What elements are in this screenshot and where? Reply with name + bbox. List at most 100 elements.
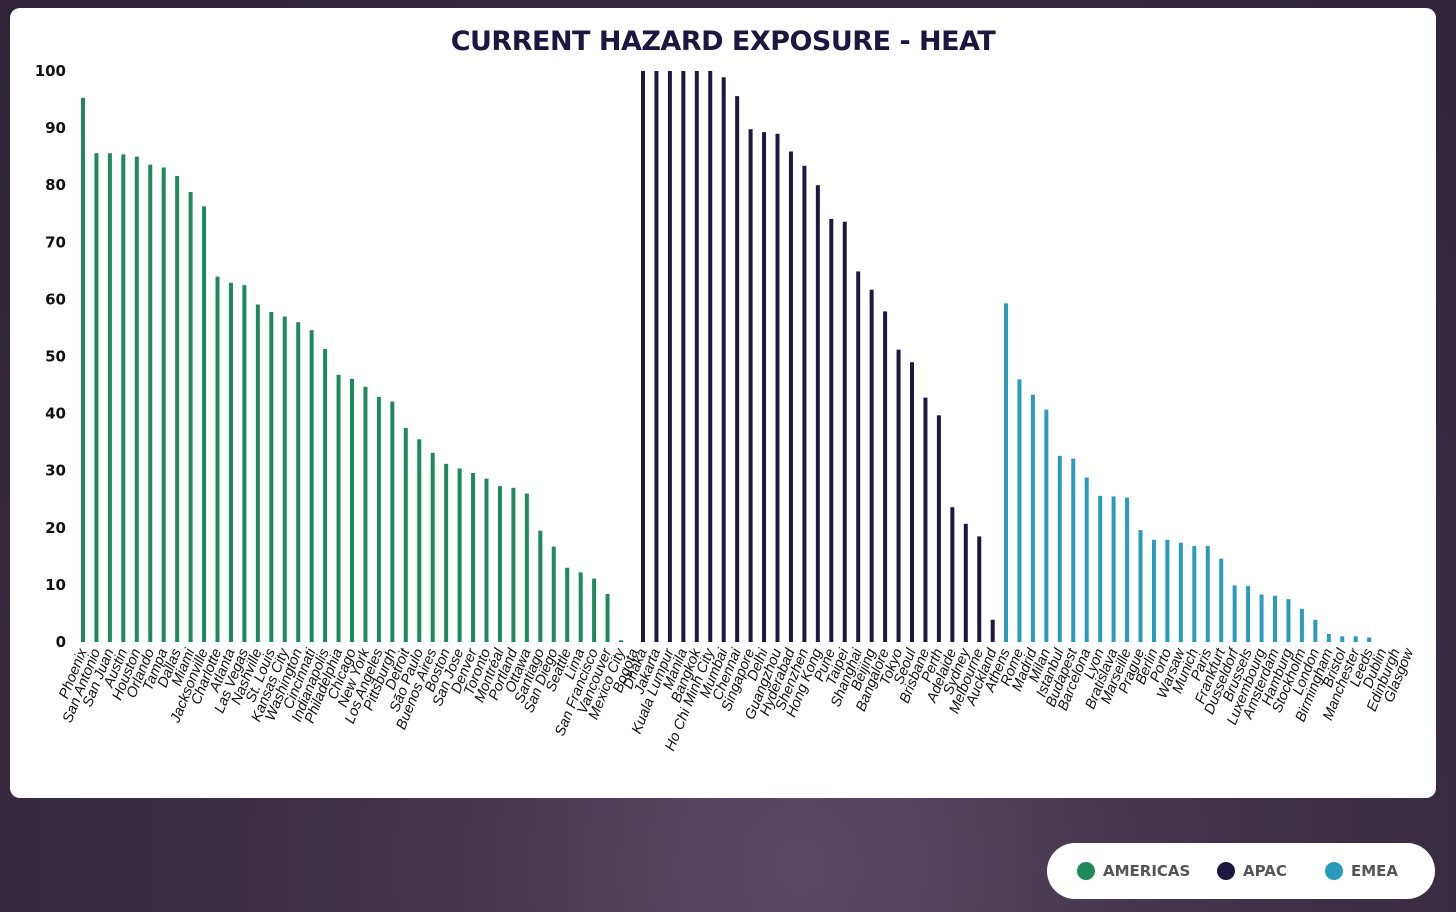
bar xyxy=(748,129,753,642)
bar xyxy=(376,397,381,642)
bar xyxy=(802,165,807,642)
bar xyxy=(296,322,301,642)
y-axis: 0 10 20 30 40 50 60 70 80 90 100 xyxy=(35,62,66,651)
bar xyxy=(883,311,888,642)
bar xyxy=(471,472,476,642)
bar xyxy=(721,77,726,642)
legend-label: AMERICAS xyxy=(1103,862,1191,880)
bar xyxy=(565,567,570,642)
legend-item-emea: EMEA xyxy=(1325,843,1398,899)
bar xyxy=(107,153,112,642)
y-tick-label: 0 xyxy=(56,633,66,651)
bar xyxy=(1084,477,1089,642)
bar xyxy=(842,221,847,642)
legend: AMERICAS APAC EMEA xyxy=(1047,843,1435,899)
y-tick-label: 80 xyxy=(45,176,66,194)
bar xyxy=(457,468,462,642)
legend-item-americas: AMERICAS xyxy=(1077,843,1190,899)
bar xyxy=(1125,497,1130,642)
y-tick-label: 90 xyxy=(45,119,66,137)
y-tick-label: 70 xyxy=(45,233,66,251)
bar xyxy=(255,304,260,642)
bar xyxy=(134,156,139,642)
bar xyxy=(94,153,99,642)
bar xyxy=(363,386,368,642)
bar xyxy=(1017,379,1022,642)
bar xyxy=(775,133,780,642)
bar xyxy=(175,176,180,642)
bar xyxy=(511,487,516,642)
bar xyxy=(735,96,740,642)
bar xyxy=(950,507,955,642)
bar xyxy=(592,578,597,642)
bar xyxy=(1030,394,1035,642)
bar xyxy=(215,276,220,642)
bar xyxy=(977,536,982,642)
bar xyxy=(1353,636,1358,642)
bar xyxy=(269,311,274,642)
bar xyxy=(1111,496,1116,642)
bar xyxy=(444,463,449,642)
bar xyxy=(188,192,193,642)
bar xyxy=(1138,530,1143,642)
bar xyxy=(829,218,834,642)
bar xyxy=(694,71,699,642)
bar xyxy=(1326,634,1331,642)
bar xyxy=(681,71,686,642)
bar xyxy=(1232,585,1237,642)
y-tick-label: 10 xyxy=(45,576,66,594)
bar xyxy=(869,289,874,642)
bar xyxy=(148,164,153,643)
bar xyxy=(1367,637,1372,642)
y-tick-label: 50 xyxy=(45,348,66,366)
bar xyxy=(708,71,713,642)
bar xyxy=(1219,558,1224,642)
bar xyxy=(1205,546,1210,642)
bar xyxy=(1151,539,1156,642)
legend-dot-icon xyxy=(1077,862,1095,880)
bar xyxy=(1313,619,1318,642)
bar xyxy=(1192,546,1197,642)
bar xyxy=(228,282,233,642)
bar xyxy=(605,594,610,642)
bar xyxy=(1098,495,1103,642)
bar xyxy=(1057,455,1062,642)
bar xyxy=(484,478,489,642)
bar xyxy=(1178,542,1183,642)
bar xyxy=(323,349,328,642)
bar xyxy=(390,401,395,642)
y-tick-label: 40 xyxy=(45,405,66,423)
bar xyxy=(417,439,422,642)
bar xyxy=(1044,409,1049,642)
legend-label: APAC xyxy=(1243,862,1287,880)
y-tick-label: 100 xyxy=(35,62,66,80)
legend-dot-icon xyxy=(1217,862,1235,880)
bar xyxy=(524,493,529,642)
bar xyxy=(336,374,341,642)
bar xyxy=(430,452,435,642)
bar xyxy=(856,271,861,642)
bar xyxy=(923,397,928,642)
bar xyxy=(1165,539,1170,642)
bar xyxy=(202,206,207,642)
bar xyxy=(282,316,287,642)
bar xyxy=(1340,636,1345,642)
bar xyxy=(910,362,914,642)
bar xyxy=(161,167,166,642)
legend-dot-icon xyxy=(1325,862,1343,880)
bar xyxy=(309,330,314,642)
bar xyxy=(815,185,820,642)
bar xyxy=(1004,303,1008,642)
bar xyxy=(963,523,968,642)
bar xyxy=(654,71,659,642)
bar xyxy=(551,546,556,642)
bar xyxy=(350,378,354,642)
bar xyxy=(121,154,126,642)
bar xyxy=(1299,608,1304,642)
bar xyxy=(1259,594,1264,642)
y-tick-label: 30 xyxy=(45,462,66,480)
bar xyxy=(538,530,543,642)
bar xyxy=(619,640,623,642)
